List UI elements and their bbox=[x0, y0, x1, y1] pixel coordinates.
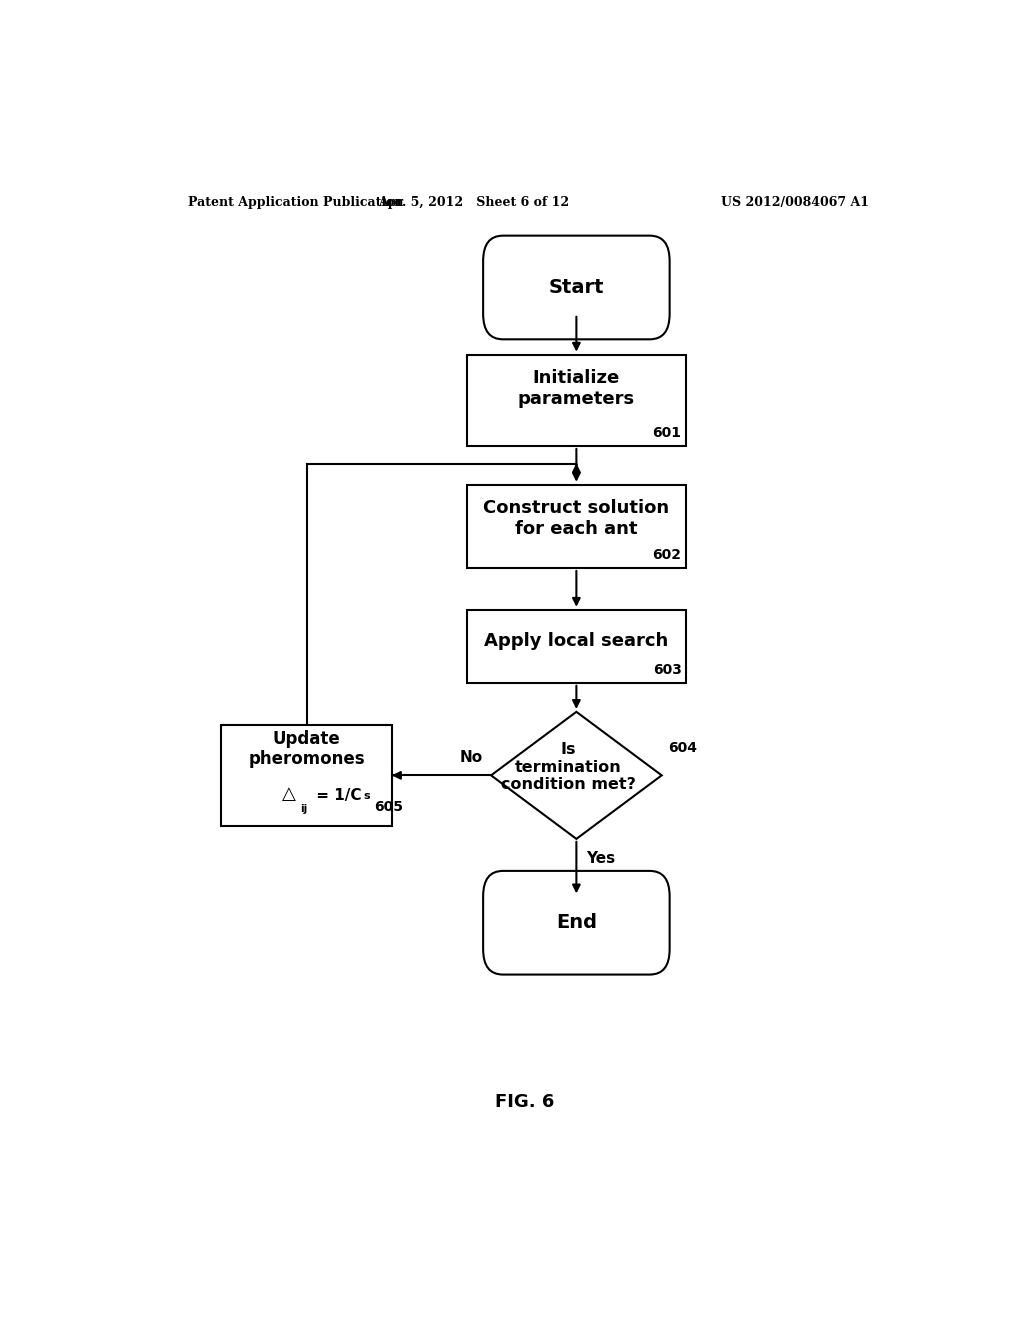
Text: s: s bbox=[364, 791, 371, 801]
Text: Construct solution
for each ant: Construct solution for each ant bbox=[483, 499, 670, 537]
Text: FIG. 6: FIG. 6 bbox=[496, 1093, 554, 1110]
Text: Initialize
parameters: Initialize parameters bbox=[518, 368, 635, 408]
Polygon shape bbox=[492, 711, 662, 840]
Text: Yes: Yes bbox=[586, 851, 615, 866]
Text: 605: 605 bbox=[374, 800, 403, 814]
Text: Patent Application Publication: Patent Application Publication bbox=[187, 195, 403, 209]
Bar bbox=[467, 610, 685, 682]
Text: △: △ bbox=[283, 784, 296, 803]
Text: ij: ij bbox=[300, 804, 307, 814]
Text: US 2012/0084067 A1: US 2012/0084067 A1 bbox=[721, 195, 868, 209]
Text: End: End bbox=[556, 913, 597, 932]
Text: 601: 601 bbox=[652, 426, 682, 440]
Text: 603: 603 bbox=[652, 663, 682, 677]
Text: = 1/C: = 1/C bbox=[310, 788, 361, 803]
FancyBboxPatch shape bbox=[483, 236, 670, 339]
Text: 604: 604 bbox=[668, 741, 697, 755]
Text: Is
termination
condition met?: Is termination condition met? bbox=[501, 742, 636, 792]
Text: 602: 602 bbox=[652, 548, 682, 562]
Bar bbox=[221, 725, 392, 826]
Text: Update
pheromones: Update pheromones bbox=[248, 730, 365, 768]
Text: No: No bbox=[460, 750, 483, 766]
Bar bbox=[467, 484, 685, 568]
Text: Apply local search: Apply local search bbox=[484, 632, 669, 651]
FancyBboxPatch shape bbox=[483, 871, 670, 974]
Text: Apr. 5, 2012   Sheet 6 of 12: Apr. 5, 2012 Sheet 6 of 12 bbox=[378, 195, 568, 209]
Bar bbox=[467, 355, 685, 446]
Text: Start: Start bbox=[549, 279, 604, 297]
